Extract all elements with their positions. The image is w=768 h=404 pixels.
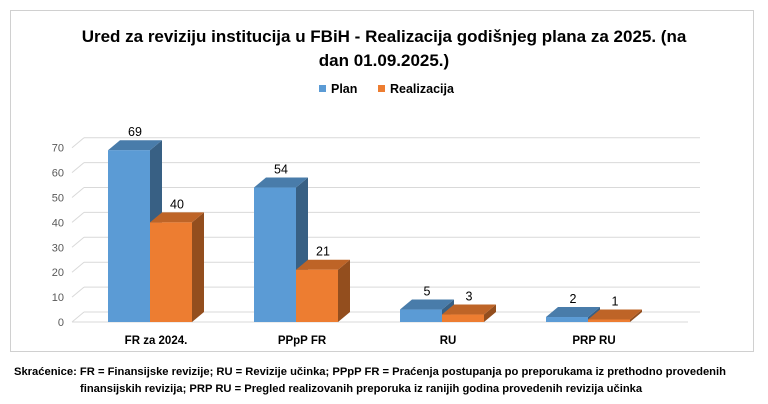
data-label-realizacija-3: 3 [466, 290, 473, 304]
bar-front [108, 150, 150, 322]
bar-realizacija-2 [296, 259, 350, 322]
bar-chart: Ured za reviziju institucija u FBiH - Re… [52, 27, 700, 347]
legend-label-2: Realizacija [390, 82, 455, 96]
y-tick-label-70: 70 [52, 143, 64, 155]
gridline-slant-0 [71, 311, 85, 323]
x-category-label-1: FR za 2024. [125, 335, 188, 347]
y-tick-label-50: 50 [52, 193, 64, 205]
gridline-slant-40 [71, 212, 85, 223]
x-category-label-2: PPpP FR [278, 335, 327, 347]
bar-side [484, 304, 496, 322]
bar-realizacija-1 [150, 212, 204, 322]
bar-front [150, 222, 192, 322]
y-tick-label-20: 20 [52, 267, 64, 279]
data-label-plan-2: 54 [274, 163, 288, 177]
bar-front [546, 317, 588, 322]
x-category-label-3: RU [440, 335, 457, 347]
legend-label-1: Plan [331, 82, 357, 96]
bar-front [254, 187, 296, 322]
bar-front [442, 314, 484, 322]
bar-front [296, 269, 338, 322]
data-label-realizacija-1: 40 [170, 197, 184, 211]
bar-top [546, 307, 600, 318]
gridline-slant-30 [71, 236, 85, 248]
bar-side [630, 309, 642, 322]
legend-swatch-2 [378, 85, 385, 92]
bar-front [400, 309, 442, 322]
bar-top [254, 177, 308, 188]
bar-top [296, 259, 350, 270]
y-tick-label-40: 40 [52, 217, 64, 229]
bar-top [588, 309, 642, 320]
data-label-realizacija-2: 21 [316, 245, 330, 259]
y-tick-label-30: 30 [52, 242, 64, 254]
chart-title-line-1: Ured za reviziju institucija u FBiH - Re… [82, 27, 687, 46]
bar-top [400, 299, 454, 310]
bar-side [338, 259, 350, 322]
footnote-line-2: finansijskih revizija; PRP RU = Pregled … [80, 383, 643, 395]
legend-swatch-1 [319, 85, 326, 92]
data-label-plan-4: 2 [570, 292, 577, 306]
data-label-plan-1: 69 [128, 125, 142, 139]
y-tick-label-10: 10 [52, 292, 64, 304]
chart-title-line-2: dan 01.09.2025.) [319, 51, 449, 70]
bar-top [108, 140, 162, 151]
bar-side [192, 212, 204, 322]
data-label-plan-3: 5 [424, 285, 431, 299]
bar-top [150, 212, 204, 223]
footnote-line-1: Skraćenice: FR = Finansijske revizije; R… [14, 366, 726, 378]
bar-front [588, 319, 630, 322]
abbreviations-footnote: Skraćenice: FR = Finansijske revizije; R… [14, 364, 758, 398]
y-tick-label-0: 0 [58, 317, 64, 329]
data-label-realizacija-4: 1 [612, 295, 619, 309]
gridline-slant-70 [71, 137, 85, 149]
gridline-slant-60 [71, 162, 85, 173]
gridline-slant-10 [71, 286, 85, 298]
x-category-label-4: PRP RU [572, 335, 615, 347]
bar-realizacija-3 [442, 304, 496, 322]
bar-top [442, 304, 496, 315]
gridline-slant-20 [71, 261, 85, 273]
gridline-slant-50 [71, 187, 85, 198]
bar-realizacija-4 [588, 309, 642, 322]
y-tick-label-60: 60 [52, 168, 64, 180]
